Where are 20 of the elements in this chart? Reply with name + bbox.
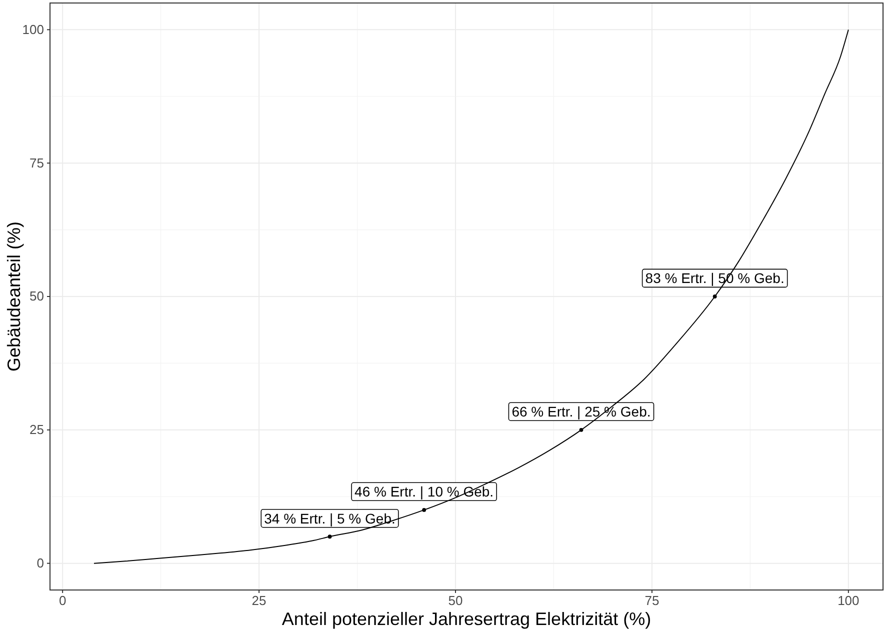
annotation: 66 % Ertr. | 25 % Geb. [512,404,651,420]
point [328,534,332,539]
point [712,294,717,298]
y-tick-label: 25 [30,422,44,438]
annotation: 34 % Ertr. | 5 % Geb. [264,510,396,526]
x-tick-label: 25 [252,593,266,608]
point [422,508,426,512]
x-tick-label: 75 [644,593,660,608]
x-tick-label: 0 [58,593,66,608]
y-tick-label: 0 [36,555,44,570]
x-axis-title: Anteil potenzieller Jahresertrag Elektrizität (%) [282,609,652,629]
line-series [94,29,849,564]
point [579,428,584,432]
x-tick-label: 50 [448,593,463,608]
y-axis-title: Gebäudeanteil (%) [4,221,24,372]
y-tick-label: 50 [30,288,44,304]
annotation: 46 % Ertr. | 10 % Geb. [354,484,494,500]
x-tick-label: 100 [838,593,860,608]
y-tick-label: 75 [30,155,44,170]
y-tick-label: 100 [22,22,44,37]
